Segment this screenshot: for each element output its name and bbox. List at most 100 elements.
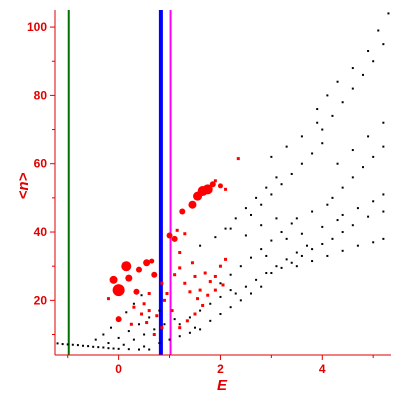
black-point [300,254,303,257]
black-point [260,285,263,288]
red-point [165,292,169,296]
black-point [351,149,354,152]
red-point [178,266,182,270]
black-point [382,210,385,213]
black-point [87,345,90,348]
black-point [168,338,171,341]
black-point [94,338,97,341]
black-point [244,234,247,237]
black-point [199,309,202,312]
black-point [321,142,324,145]
red-point [132,305,136,309]
black-point [387,12,390,15]
red-points-series [106,157,240,337]
y-tick-label: 20 [34,293,48,307]
black-point [362,166,364,169]
y-tick-label: 40 [34,225,48,239]
y-tick-label: 80 [34,88,48,102]
black-point [290,222,293,225]
red-point [133,288,140,295]
black-point [356,244,359,247]
red-point [129,322,133,326]
black-point [311,152,314,155]
red-point [179,208,186,215]
black-point [265,186,268,189]
black-point [244,207,247,210]
red-point [183,281,187,285]
red-point [121,261,132,272]
red-point [213,274,217,278]
black-point [107,342,110,345]
black-points-series [56,12,390,351]
black-point [132,338,135,341]
black-point [260,248,263,251]
black-point [143,333,146,336]
red-point [173,273,177,277]
black-point [127,348,130,351]
x-axis-title: E [217,377,228,394]
red-point [198,288,202,292]
plot-area [55,10,391,355]
red-point [213,179,217,183]
black-point [250,292,252,295]
black-point [117,336,120,339]
red-point [152,333,156,337]
black-point [300,135,303,138]
black-point [331,196,334,199]
black-point [76,344,79,347]
black-point [341,213,344,216]
black-point [362,73,364,76]
black-point [82,344,84,347]
black-point [280,231,283,234]
red-point [224,187,228,191]
red-point [145,321,149,325]
black-point [61,343,64,346]
black-point [300,162,303,165]
black-point [280,266,283,269]
black-point [153,328,156,331]
black-point [321,128,324,131]
black-point [321,225,324,228]
black-point [295,217,298,220]
red-point [203,271,207,275]
black-point [341,101,344,104]
red-point [188,200,197,209]
red-point [142,302,146,306]
red-point [178,326,182,330]
plot-background [55,10,391,355]
red-point [217,183,223,189]
black-point [234,292,237,295]
black-point [311,248,314,251]
black-point [377,29,380,32]
black-point [66,343,69,346]
black-point [280,183,283,186]
black-point [285,258,288,261]
black-point [97,346,100,349]
black-point [311,210,314,213]
red-point [236,157,240,161]
black-point [158,309,161,312]
black-point [219,313,222,316]
red-point [190,261,194,265]
red-point [162,298,166,302]
black-point [194,326,196,329]
black-point [209,319,212,322]
red-point [136,266,142,273]
black-point [270,193,273,196]
red-point [209,181,216,188]
black-point [244,285,247,288]
black-point [372,60,375,63]
black-point [102,333,105,336]
black-point [71,343,74,346]
black-point [351,67,354,70]
black-point [356,207,359,210]
black-point [188,316,191,319]
black-point [158,342,161,345]
black-point [163,323,166,326]
black-point [117,347,120,350]
black-point [351,87,354,90]
black-point [143,345,146,348]
x-tick-label: 0 [115,362,122,376]
red-point [140,312,144,316]
y-tick-label: 60 [34,157,48,171]
